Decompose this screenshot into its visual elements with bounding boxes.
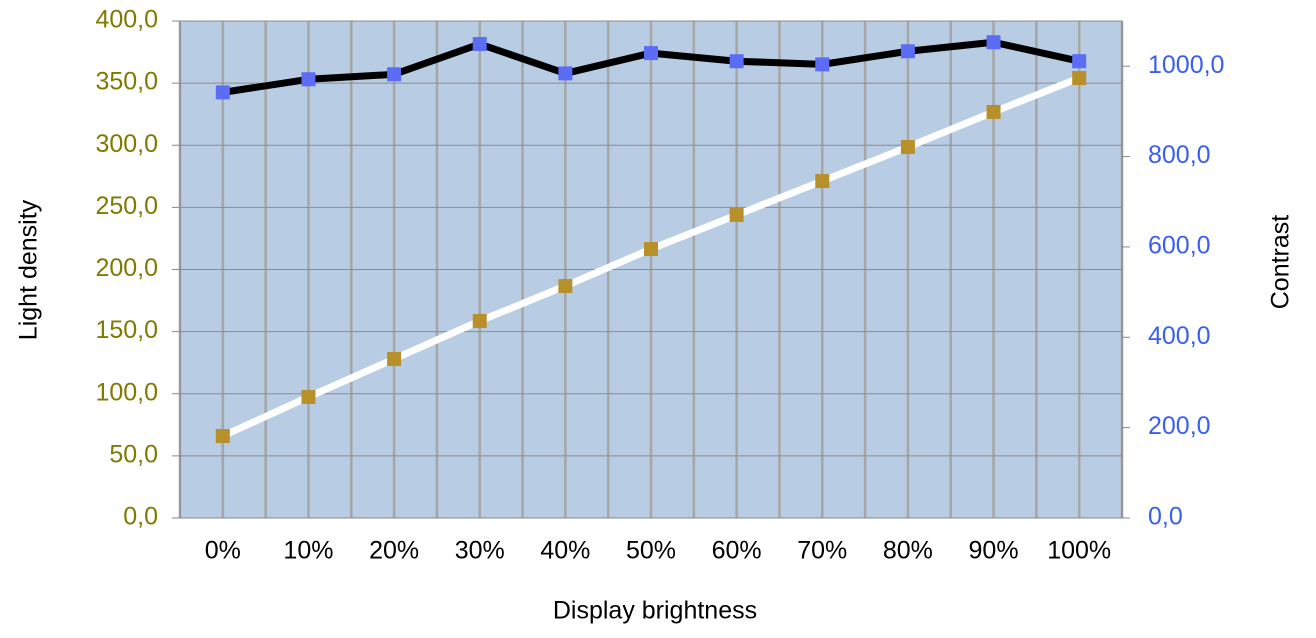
x-tick-label: 10% (283, 537, 333, 565)
point-marker (729, 54, 744, 69)
point-marker (644, 46, 658, 61)
point-marker (558, 66, 573, 81)
point-marker (986, 35, 1001, 50)
y-tick-label: 200,0 (95, 254, 158, 282)
x-tick-label: 30% (455, 537, 505, 565)
y-tick-label: 0,0 (123, 503, 158, 531)
y2-tick-label: 200,0 (1148, 412, 1211, 440)
point-marker (215, 428, 230, 443)
y2-tick-label: 0,0 (1148, 503, 1183, 531)
x-tick-label: 20% (369, 537, 419, 565)
y2-tick-label: 600,0 (1148, 232, 1211, 260)
point-marker (387, 67, 402, 82)
point-marker (1072, 71, 1087, 86)
y-tick-label: 300,0 (95, 130, 158, 158)
point-marker (900, 44, 915, 59)
x-tick-label: 90% (969, 537, 1019, 565)
point-marker (472, 313, 487, 328)
x-tick-label: 70% (797, 537, 847, 565)
point-marker (815, 174, 830, 189)
y-tick-label: 150,0 (95, 316, 158, 344)
x-tick-label: 100% (1047, 537, 1111, 565)
point-marker (1072, 54, 1087, 69)
point-marker (301, 389, 316, 404)
y-tick-label: 250,0 (95, 192, 158, 220)
y-tick-label: 400,0 (95, 6, 158, 34)
point-marker (301, 72, 316, 87)
x-tick-label: 0% (205, 537, 241, 565)
x-axis-label: Display brightness (553, 597, 757, 625)
point-marker (986, 104, 1001, 119)
y2-tick-label: 1000,0 (1148, 51, 1224, 79)
y-axis-label: Light density (15, 199, 43, 340)
y-tick-label: 50,0 (109, 440, 158, 468)
y-tick-label: 350,0 (95, 68, 158, 96)
x-tick-label: 50% (626, 537, 676, 565)
x-tick-label: 60% (712, 537, 762, 565)
y2-tick-label: 400,0 (1148, 322, 1211, 350)
x-tick-label: 80% (883, 537, 933, 565)
point-marker (558, 279, 573, 294)
y2-tick-label: 800,0 (1148, 141, 1211, 169)
point-marker (815, 57, 830, 72)
x-tick-label: 40% (540, 537, 590, 565)
point-marker (472, 37, 487, 52)
point-marker (644, 241, 658, 256)
y2-axis-label: Contrast (1267, 215, 1295, 310)
y-tick-label: 100,0 (95, 378, 158, 406)
point-marker (215, 85, 230, 100)
point-marker (387, 351, 402, 366)
point-marker (729, 207, 744, 222)
point-marker (900, 139, 915, 154)
